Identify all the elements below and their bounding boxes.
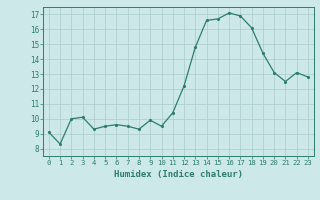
X-axis label: Humidex (Indice chaleur): Humidex (Indice chaleur) <box>114 170 243 179</box>
